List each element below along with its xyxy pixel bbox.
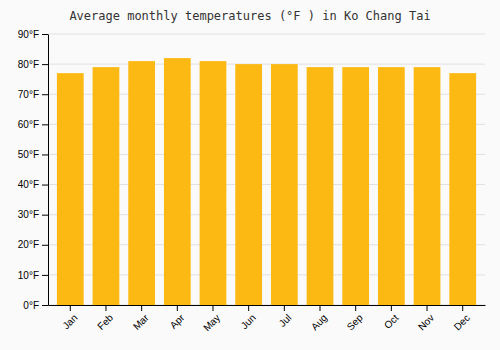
tick: Aug <box>309 305 329 332</box>
tick-label: Nov <box>416 312 436 332</box>
tick-mark <box>105 305 106 311</box>
tick-mark <box>177 305 178 311</box>
tick: Apr <box>168 305 187 331</box>
tick-mark <box>42 245 48 246</box>
bar <box>307 67 334 305</box>
tick-label: 60°F <box>18 119 39 130</box>
tick-mark <box>42 185 48 186</box>
bar <box>57 73 84 305</box>
title: Average monthly temperatures (°F ) in Ko… <box>69 9 430 23</box>
tick-mark <box>42 94 48 95</box>
tick-label: 30°F <box>18 209 39 220</box>
tick: Jun <box>239 305 258 331</box>
x-axis: Jan Feb Mar Apr May Jun Jul Aug Sep Oct Nov Dec <box>49 305 486 333</box>
tick: Nov <box>416 305 436 332</box>
tick: 10°F <box>18 270 48 281</box>
bar <box>449 73 476 305</box>
tick: Feb <box>95 305 115 332</box>
tick: 80°F <box>18 59 48 70</box>
tick-mark <box>284 305 285 311</box>
plot: 0°F 10°F 20°F 30°F 40°F 50°F 60°F 70°F 80°F 90°F J… <box>18 29 486 334</box>
tick-mark <box>248 305 249 311</box>
tick: Oct <box>382 305 401 331</box>
grid-line <box>48 64 485 65</box>
tick-label: Oct <box>382 312 401 331</box>
tick-mark <box>212 305 213 311</box>
tick-mark <box>42 34 48 35</box>
tick-label: Jun <box>239 312 258 331</box>
tick-mark <box>141 305 142 311</box>
y-axis: 0°F 10°F 20°F 30°F 40°F 50°F 60°F 70°F 80°F 90°F <box>18 29 49 311</box>
tick-label: Jan <box>60 312 79 331</box>
tick-label: 90°F <box>18 29 39 40</box>
bar <box>93 67 120 305</box>
tick-mark <box>355 305 356 311</box>
tick: 20°F <box>18 239 48 250</box>
grid <box>48 34 485 305</box>
tick: Mar <box>131 305 151 332</box>
bar <box>378 67 405 305</box>
bar <box>414 67 441 305</box>
tick-mark <box>42 275 48 276</box>
tick: 30°F <box>18 209 48 220</box>
tick-label: Mar <box>131 312 151 332</box>
tick-mark <box>42 124 48 125</box>
tick-label: Sep <box>345 312 366 333</box>
bar <box>200 61 227 305</box>
tick-label: 10°F <box>18 270 39 281</box>
tick-label: Apr <box>168 312 187 331</box>
tick-label: Jul <box>277 312 294 329</box>
tick: 50°F <box>18 149 48 160</box>
bar <box>128 61 155 305</box>
tick-mark <box>70 305 71 311</box>
tick: 40°F <box>18 179 48 190</box>
bar <box>235 64 262 305</box>
tick-mark <box>42 64 48 65</box>
chart: 0°F 10°F 20°F 30°F 40°F 50°F 60°F 70°F 80°F 90°F J… <box>0 0 500 350</box>
tick-label: 70°F <box>18 89 39 100</box>
tick: 70°F <box>18 89 48 100</box>
tick: Sep <box>345 305 366 332</box>
tick-mark <box>42 154 48 155</box>
tick-label: Aug <box>309 312 329 332</box>
tick: 0°F <box>23 300 48 311</box>
tick-label: 0°F <box>23 300 39 311</box>
tick-mark <box>427 305 428 311</box>
tick: 90°F <box>18 29 48 40</box>
tick-mark <box>42 215 48 216</box>
axis-line <box>48 35 49 306</box>
tick-label: 20°F <box>18 239 39 250</box>
tick-mark <box>320 305 321 311</box>
tick-label: 40°F <box>18 179 39 190</box>
axis-line <box>49 305 486 306</box>
tick-label: 50°F <box>18 149 39 160</box>
tick-label: Dec <box>452 312 472 332</box>
tick-label: May <box>201 312 222 333</box>
tick-label: 80°F <box>18 59 39 70</box>
tick-label: Feb <box>95 312 115 332</box>
tick-mark <box>391 305 392 311</box>
tick-mark <box>42 305 48 306</box>
tick: 60°F <box>18 119 48 130</box>
tick: May <box>201 305 222 333</box>
grid-line <box>48 34 485 35</box>
bars <box>57 58 476 305</box>
bar <box>164 58 191 305</box>
tick: Jan <box>60 305 79 331</box>
bar <box>271 64 298 305</box>
tick: Dec <box>452 305 472 332</box>
tick: Jul <box>277 305 294 329</box>
tick-mark <box>462 305 463 311</box>
bar <box>342 67 369 305</box>
